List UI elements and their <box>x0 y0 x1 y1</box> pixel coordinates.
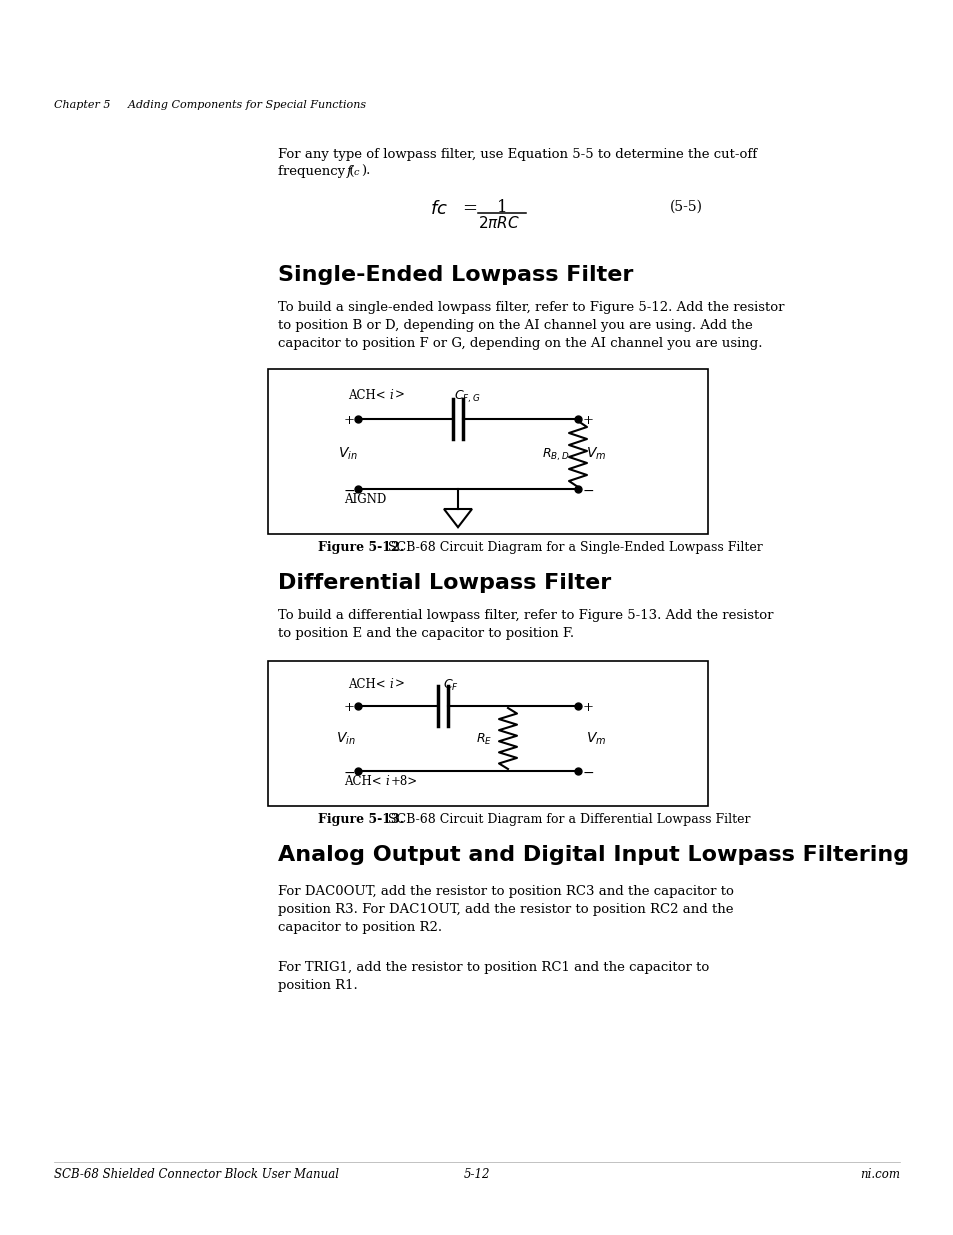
Text: frequency (: frequency ( <box>277 165 355 178</box>
Text: −: − <box>582 484 594 498</box>
Text: >: > <box>395 389 404 403</box>
Text: i: i <box>389 678 393 692</box>
Text: AIGND: AIGND <box>344 493 386 506</box>
Text: +: + <box>344 701 355 714</box>
Text: ni.com: ni.com <box>859 1168 899 1181</box>
Text: 5-12: 5-12 <box>463 1168 490 1181</box>
Text: To build a single-ended lowpass filter, refer to Figure 5-12. Add the resistor
t: To build a single-ended lowpass filter, … <box>277 301 783 350</box>
Bar <box>268 369 707 534</box>
Text: c: c <box>354 168 359 177</box>
Text: $2\pi\mathit{RC}$: $2\pi\mathit{RC}$ <box>477 215 519 231</box>
Text: ).: ). <box>360 165 370 178</box>
Text: $C_{F,G}$: $C_{F,G}$ <box>454 389 480 405</box>
Text: Differential Lowpass Filter: Differential Lowpass Filter <box>277 573 611 593</box>
Text: $\it{fc}$: $\it{fc}$ <box>430 200 448 219</box>
Text: −: − <box>344 484 355 498</box>
Text: SCB-68 Shielded Connector Block User Manual: SCB-68 Shielded Connector Block User Man… <box>54 1168 338 1181</box>
Text: $C_F$: $C_F$ <box>442 678 458 693</box>
Text: (5-5): (5-5) <box>669 200 702 214</box>
Text: $R_E$: $R_E$ <box>476 731 492 747</box>
Text: ACH<: ACH< <box>348 678 385 692</box>
Text: Figure 5-13.: Figure 5-13. <box>317 813 403 826</box>
Text: Figure 5-12.: Figure 5-12. <box>317 541 404 555</box>
Text: f: f <box>347 165 352 178</box>
Text: ACH<: ACH< <box>348 389 385 403</box>
Text: −: − <box>582 766 594 781</box>
Text: −: − <box>344 766 355 781</box>
Text: SCB-68 Circuit Diagram for a Single-Ended Lowpass Filter: SCB-68 Circuit Diagram for a Single-Ende… <box>379 541 762 555</box>
Text: SCB-68 Circuit Diagram for a Differential Lowpass Filter: SCB-68 Circuit Diagram for a Differentia… <box>379 813 750 826</box>
Text: +: + <box>344 414 355 427</box>
Text: +: + <box>582 414 594 427</box>
Text: $R_{B,D}$: $R_{B,D}$ <box>541 447 569 463</box>
Text: +: + <box>582 701 594 714</box>
Text: For DAC0OUT, add the resistor to position RC3 and the capacitor to
position R3. : For DAC0OUT, add the resistor to positio… <box>277 885 733 934</box>
Text: =: = <box>461 200 476 219</box>
Text: $V_m$: $V_m$ <box>585 730 606 747</box>
Text: 1: 1 <box>497 199 507 216</box>
Text: >: > <box>395 678 404 692</box>
Text: $V_{in}$: $V_{in}$ <box>337 446 357 462</box>
Text: i: i <box>389 389 393 403</box>
Text: $V_m$: $V_m$ <box>585 446 606 462</box>
Text: For TRIG1, add the resistor to position RC1 and the capacitor to
position R1.: For TRIG1, add the resistor to position … <box>277 961 708 992</box>
Text: ACH<: ACH< <box>344 776 381 788</box>
Text: $V_{in}$: $V_{in}$ <box>335 730 355 747</box>
Text: For any type of lowpass filter, use Equation 5-5 to determine the cut-off: For any type of lowpass filter, use Equa… <box>277 148 757 161</box>
Text: To build a differential lowpass filter, refer to Figure 5-13. Add the resistor
t: To build a differential lowpass filter, … <box>277 609 773 640</box>
Bar <box>268 661 707 806</box>
Text: Single-Ended Lowpass Filter: Single-Ended Lowpass Filter <box>277 266 633 285</box>
Text: Chapter 5     Adding Components for Special Functions: Chapter 5 Adding Components for Special … <box>54 100 366 110</box>
Text: i: i <box>385 776 388 788</box>
Text: Analog Output and Digital Input Lowpass Filtering: Analog Output and Digital Input Lowpass … <box>277 845 908 864</box>
Text: +8>: +8> <box>391 776 417 788</box>
